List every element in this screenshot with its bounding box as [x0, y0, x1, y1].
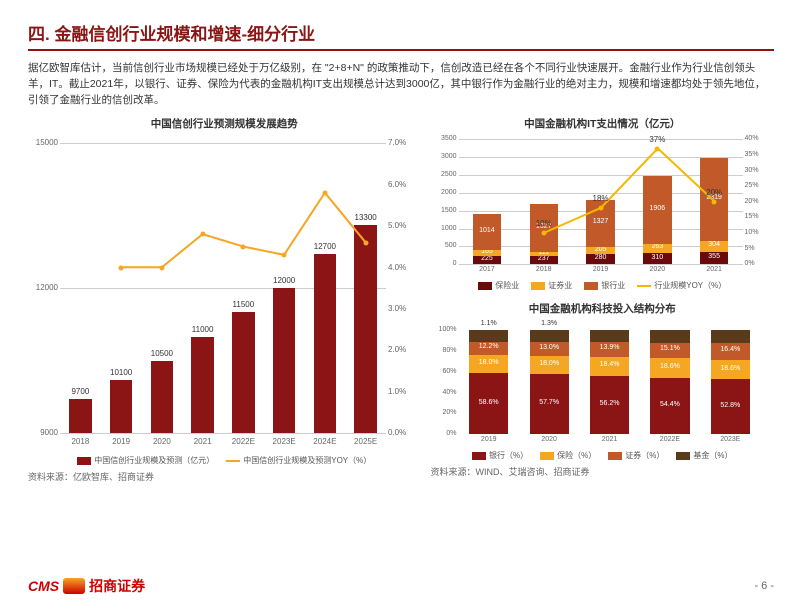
chart2-source: 资料来源：WIND、艾瑞咨询、招商证券	[431, 465, 774, 478]
logo-zh: 招商证券	[89, 576, 145, 596]
chart2: 05001000150020002500300035000%5%10%15%20…	[431, 133, 771, 278]
chart3-legend: 银行（%）保险（%）证券（%）基金（%）	[431, 450, 774, 461]
chart1-title: 中国信创行业预测规模发展趋势	[28, 116, 421, 131]
footer: CMS 招商证券 - 6 -	[0, 576, 802, 596]
chart1: 900012000150000.0%1.0%2.0%3.0%4.0%5.0%6.…	[28, 133, 418, 453]
chart1-legend: 中国信创行业规模及预测（亿元）中国信创行业规模及预测YOY（%）	[28, 455, 421, 466]
chart3-title: 中国金融机构科技投入结构分布	[431, 301, 774, 316]
chart2-legend: 保险业证券业银行业行业规模YOY（%）	[431, 280, 774, 291]
title-row: 四. 金融信创行业规模和增速-细分行业	[28, 20, 774, 51]
logo-cms: CMS	[28, 578, 59, 594]
logo-badge-icon	[63, 578, 85, 594]
page-title: 四. 金融信创行业规模和增速-细分行业	[28, 20, 315, 45]
intro-text: 据亿欧智库估计，当前信创行业市场规模已经处于万亿级别，在 "2+8+N" 的政策…	[28, 61, 774, 108]
chart1-source: 资料来源：亿欧智库、招商证券	[28, 470, 421, 483]
page-number: - 6 -	[754, 580, 774, 592]
chart2-title: 中国金融机构IT支出情况（亿元）	[431, 116, 774, 131]
logo: CMS 招商证券	[28, 576, 145, 596]
chart3: 0%20%40%60%80%100%58.6%18.0%12.2%1.1%201…	[431, 318, 771, 448]
charts-container: 中国信创行业预测规模发展趋势 900012000150000.0%1.0%2.0…	[28, 116, 774, 483]
